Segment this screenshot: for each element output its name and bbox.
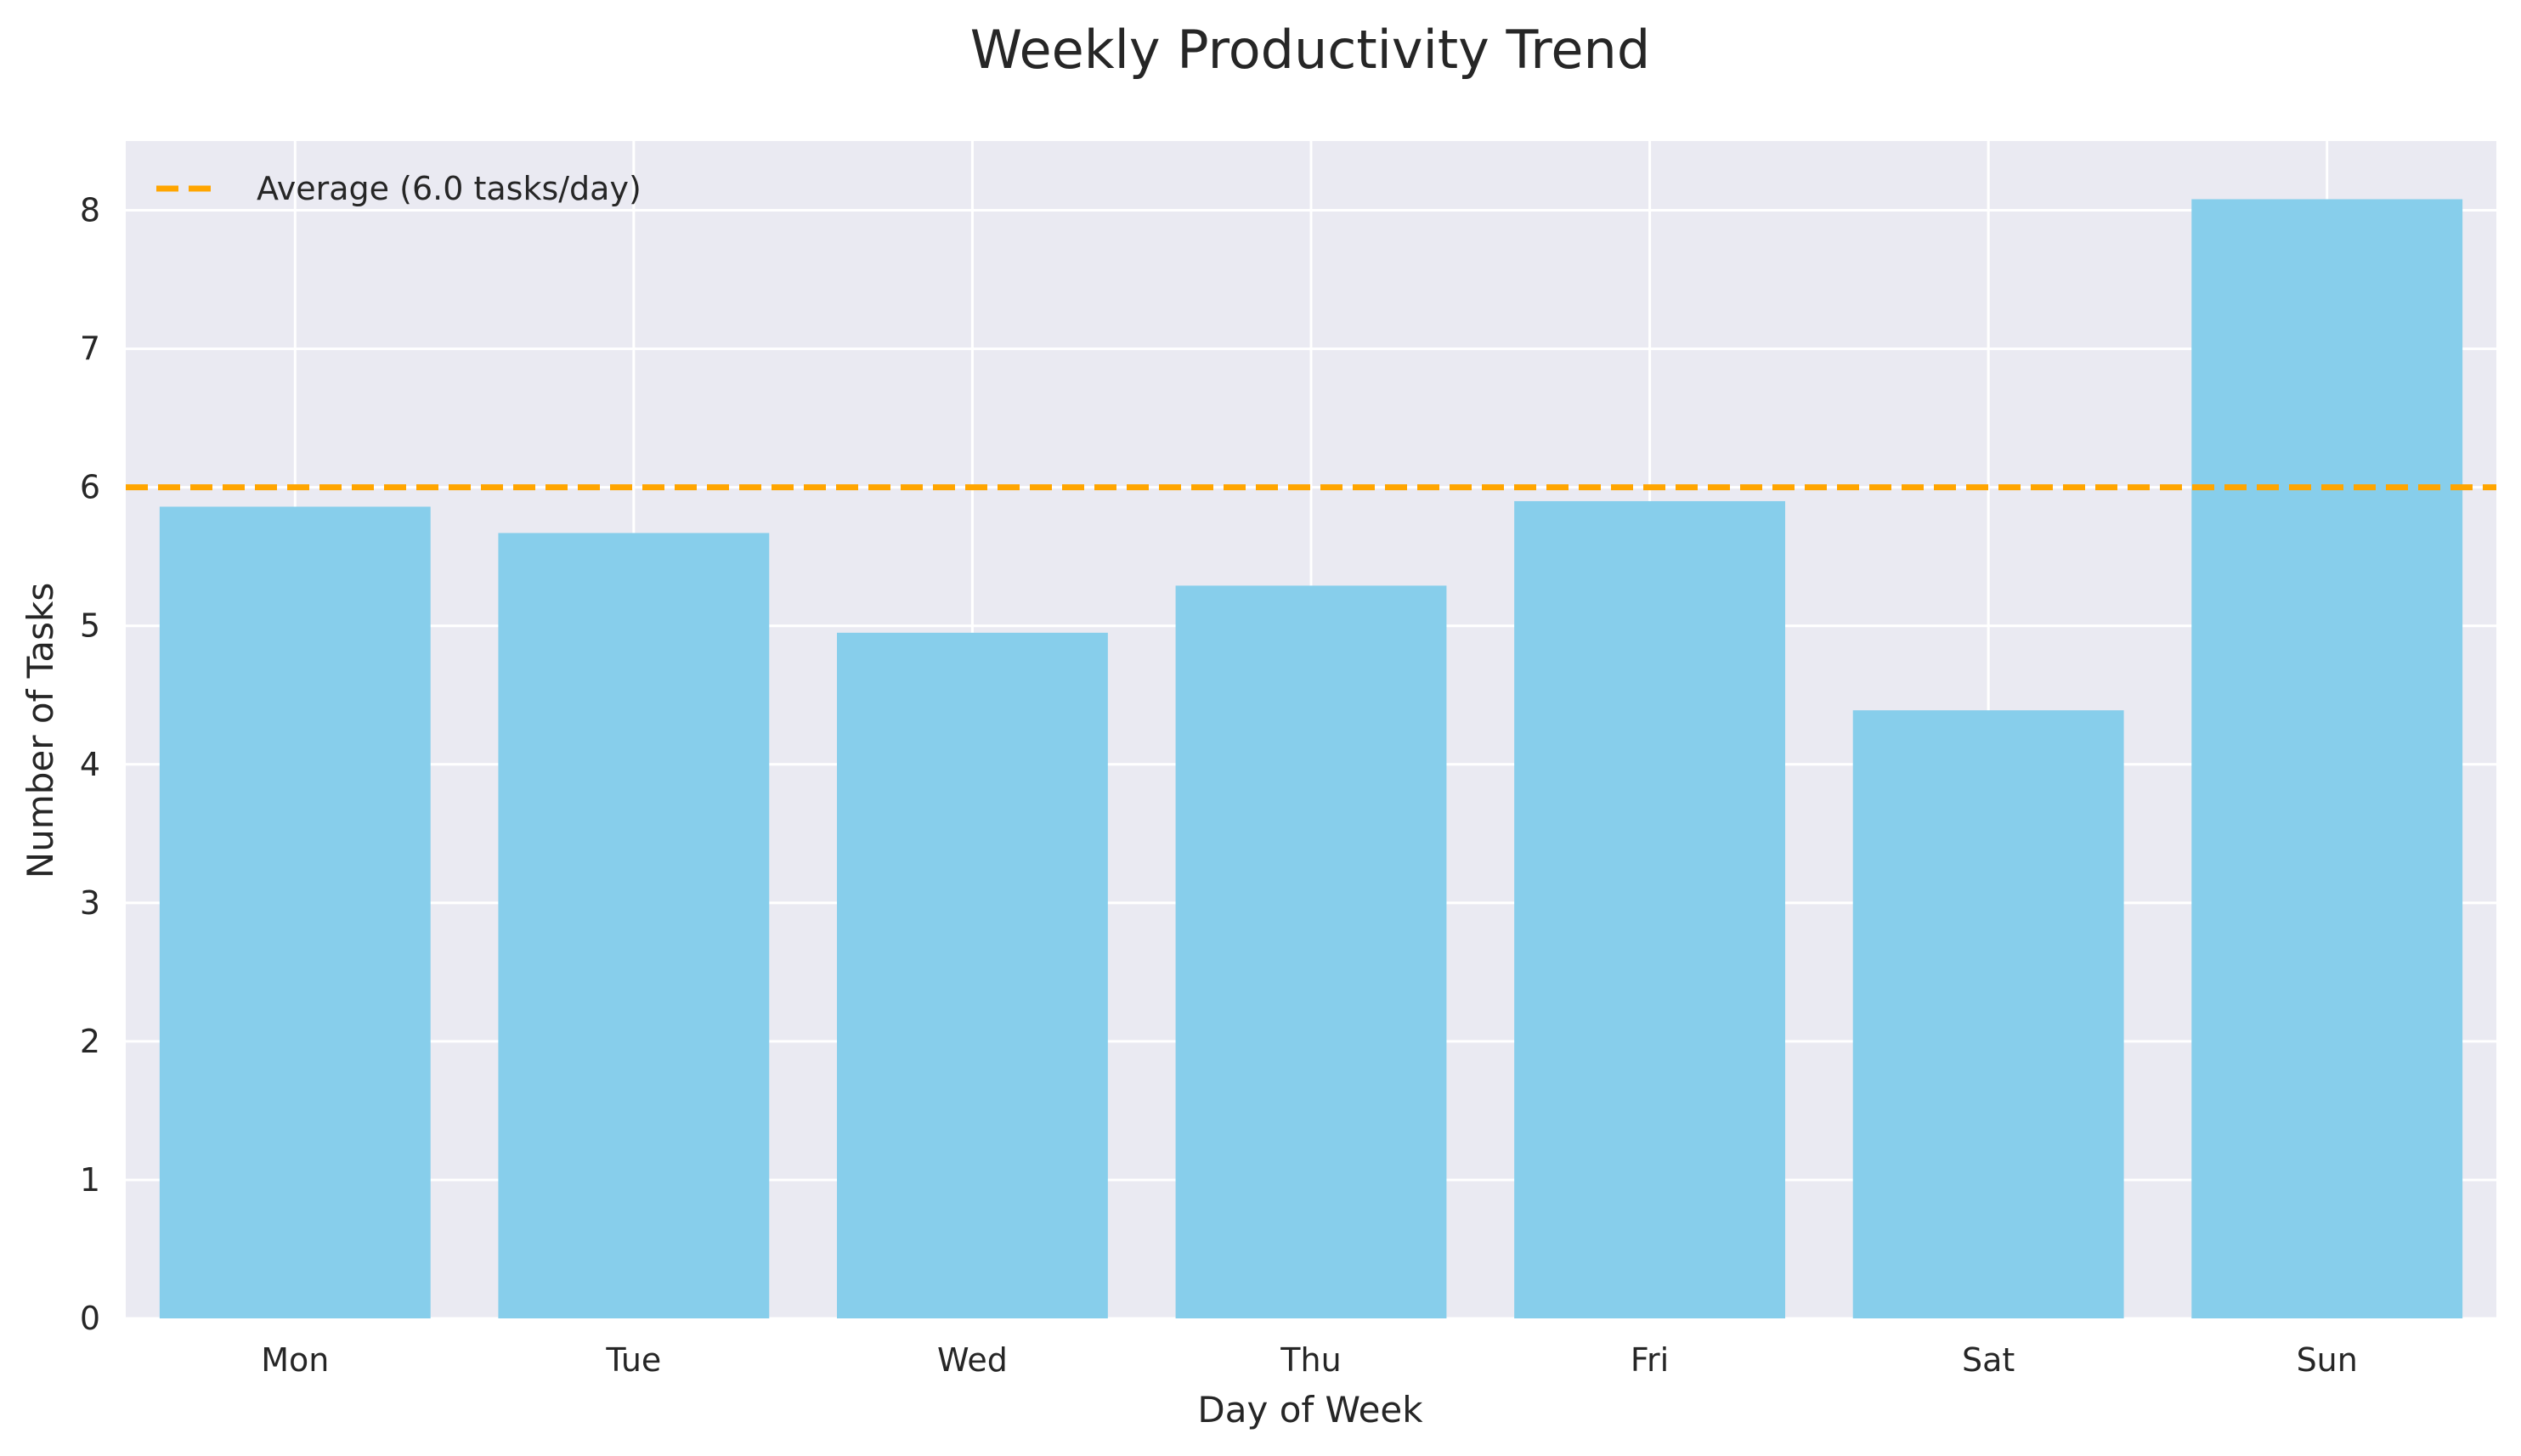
y-tick-label: 6 xyxy=(80,469,100,506)
y-axis-label: Number of Tasks xyxy=(20,583,61,878)
bar-thu xyxy=(1176,585,1447,1318)
chart-title: Weekly Productivity Trend xyxy=(970,19,1650,81)
x-tick-label: Thu xyxy=(1280,1341,1341,1379)
y-tick-label: 7 xyxy=(80,330,100,368)
x-tick-label: Tue xyxy=(605,1341,661,1379)
y-tick-label: 2 xyxy=(80,1023,100,1060)
bar-sun xyxy=(2191,199,2462,1318)
x-axis-label: Day of Week xyxy=(1197,1389,1423,1431)
legend-average-label: Average (6.0 tasks/day) xyxy=(257,170,642,207)
x-tick-label: Sat xyxy=(1962,1341,2015,1379)
y-tick-label: 5 xyxy=(80,607,100,645)
y-tick-label: 3 xyxy=(80,884,100,922)
x-tick-label: Wed xyxy=(937,1341,1008,1379)
x-tick-label: Sun xyxy=(2297,1341,2358,1379)
y-tick-labels: 0 1 2 3 4 5 6 7 8 xyxy=(80,192,100,1337)
bar-tue xyxy=(498,533,769,1318)
y-tick-label: 4 xyxy=(80,746,100,783)
x-tick-label: Fri xyxy=(1631,1341,1669,1379)
bar-wed xyxy=(837,633,1108,1318)
y-tick-label: 1 xyxy=(80,1161,100,1199)
bar-fri xyxy=(1514,501,1785,1318)
bar-sat xyxy=(1853,710,2124,1318)
bar-mon xyxy=(160,506,431,1318)
x-tick-label: Mon xyxy=(261,1341,329,1379)
y-tick-label: 8 xyxy=(80,192,100,229)
y-tick-label: 0 xyxy=(80,1300,100,1337)
